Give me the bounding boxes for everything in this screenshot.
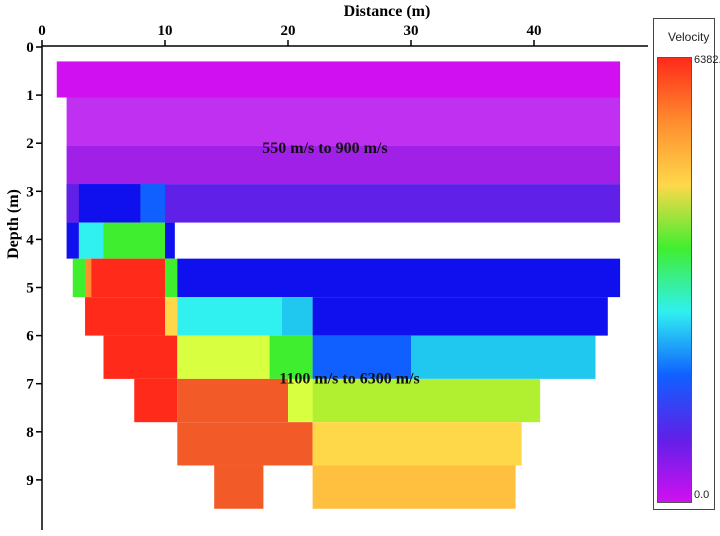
x-tick-label: 0 (38, 23, 46, 39)
y-tick-label: 5 (26, 281, 34, 297)
velocity-cell (165, 297, 178, 336)
annotations: 550 m/s to 900 m/s 1100 m/s to 6300 m/s (262, 140, 419, 388)
velocity-cell (165, 258, 178, 298)
velocity-annotation: 1100 m/s to 6300 m/s (279, 371, 419, 388)
velocity-cell (140, 184, 165, 223)
colorbar-gradient (657, 57, 692, 503)
velocity-cell (72, 258, 86, 298)
velocity-cell (91, 258, 165, 298)
velocity-cell (78, 222, 104, 259)
velocity-cell (103, 335, 178, 379)
velocity-cells (56, 61, 621, 509)
velocity-cell (177, 378, 288, 423)
velocity-cell (66, 222, 79, 259)
velocity-cell (177, 422, 313, 466)
y-tick-label: 6 (26, 329, 34, 345)
x-tick-label: 40 (527, 23, 542, 39)
ticks: 0 10 20 30 40 0 1 2 3 4 5 6 7 8 9 (26, 23, 541, 489)
velocity-cell (165, 222, 175, 259)
colorbar-title: Velocity (668, 30, 710, 44)
velocity-annotation: 550 m/s to 900 m/s (262, 140, 387, 157)
velocity-cell (103, 222, 165, 259)
x-tick-label: 30 (404, 23, 419, 39)
velocity-cell (312, 378, 541, 423)
colorbar-max-label: 6382. (694, 54, 720, 66)
velocity-cell (78, 184, 141, 223)
y-tick-label: 7 (26, 377, 34, 393)
colorbar-min-label: 0.0 (694, 489, 710, 501)
velocity-cell (312, 422, 522, 466)
velocity-cell (134, 378, 178, 423)
y-tick-label: 1 (26, 88, 34, 104)
velocity-cell (85, 297, 165, 336)
y-tick-label: 9 (26, 473, 34, 489)
velocity-cell (281, 297, 313, 336)
velocity-cell (177, 335, 270, 379)
velocity-cell (411, 335, 596, 379)
velocity-cell (66, 184, 79, 223)
velocity-cell (312, 297, 608, 336)
velocity-cell (269, 335, 313, 379)
y-tick-label: 3 (26, 184, 34, 200)
velocity-cell (312, 335, 411, 379)
velocity-cell (177, 297, 282, 336)
y-tick-label: 2 (26, 136, 34, 152)
x-tick-label: 20 (281, 23, 296, 39)
x-tick-label: 10 (158, 23, 173, 39)
velocity-cell (214, 465, 264, 509)
x-axis-label: Distance (m) (344, 3, 431, 20)
y-tick-label: 4 (26, 232, 34, 248)
y-tick-label: 0 (26, 40, 34, 56)
y-tick-label: 8 (26, 425, 34, 441)
velocity-cell (66, 145, 621, 185)
velocity-cell (177, 258, 621, 298)
velocity-cell (312, 465, 516, 509)
velocity-cell (56, 61, 621, 98)
y-axis-label: Depth (m) (5, 189, 22, 259)
velocity-cell (66, 97, 621, 146)
velocity-cell (85, 258, 92, 298)
velocity-cell (288, 378, 313, 423)
